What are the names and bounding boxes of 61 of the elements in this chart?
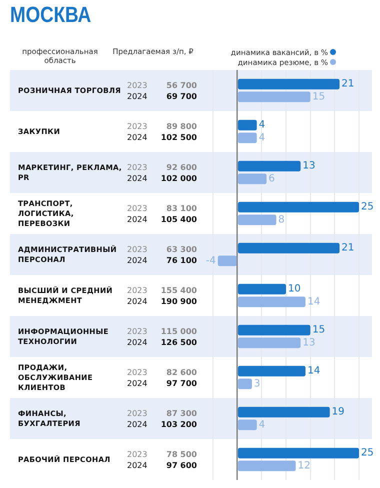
bar <box>238 284 286 294</box>
data-label: 14 <box>307 296 320 308</box>
data-label: 3 <box>254 378 260 390</box>
text: 2024 102 500 <box>127 132 197 142</box>
data-label: 4 <box>258 120 266 131</box>
data-label: 21 <box>342 242 354 254</box>
text: 2024 69 700 <box>127 92 197 100</box>
data-label: 19 <box>332 406 345 418</box>
bar <box>238 324 310 336</box>
bar <box>218 256 237 266</box>
bar <box>238 296 306 308</box>
bar <box>238 120 257 130</box>
data-label: 15 <box>312 324 326 336</box>
text: 2024 102 000 <box>127 174 197 182</box>
chart-title: МОСКВА <box>10 2 92 28</box>
data-label: 14 <box>307 366 320 377</box>
text: 2024 105 400 <box>127 214 197 224</box>
data-label: 8 <box>278 214 285 226</box>
text: 2024 97 600 <box>127 460 197 470</box>
data-label: 25 <box>361 448 374 459</box>
data-label: 13 <box>302 337 316 348</box>
bar <box>238 378 252 390</box>
text: 2023 155 400 <box>127 286 197 294</box>
data-label: 10 <box>288 284 301 295</box>
text: 2024 97 700 <box>127 378 197 388</box>
bar <box>238 214 276 226</box>
bar <box>238 242 340 254</box>
bar <box>238 132 257 144</box>
bar <box>238 366 306 376</box>
bar <box>238 92 310 102</box>
text: 2023 83 100 <box>127 204 197 212</box>
text: 2023 115 000 <box>127 326 197 336</box>
data-label: 15 <box>312 91 326 102</box>
data-label: 25 <box>361 202 374 213</box>
bar <box>238 160 301 172</box>
bar <box>238 448 359 458</box>
text: 2023 92 600 <box>127 162 197 172</box>
bar <box>238 338 301 348</box>
data-label: -4 <box>206 255 216 266</box>
text: 2023 82 600 <box>127 368 197 376</box>
data-label: 4 <box>258 132 266 144</box>
bar <box>238 174 267 184</box>
bar <box>238 406 330 418</box>
text: 2024 190 900 <box>127 296 197 306</box>
text: 2023 78 500 <box>127 450 197 458</box>
data-label: 21 <box>342 78 354 90</box>
text: 2024 103 200 <box>127 420 197 428</box>
data-label: 6 <box>268 173 275 184</box>
bar <box>238 78 340 90</box>
bar <box>238 420 257 430</box>
text: 2023 63 300 <box>127 244 197 254</box>
data-label: 13 <box>302 160 316 172</box>
text: 2023 89 800 <box>127 122 197 130</box>
text: 2024 76 100 <box>127 256 197 264</box>
bar <box>238 460 296 472</box>
text: 2023 87 300 <box>127 408 197 418</box>
data-label: 4 <box>258 419 266 430</box>
text: 2024 126 500 <box>127 338 197 346</box>
text: 2023 56 700 <box>127 80 197 90</box>
data-label: 12 <box>298 460 310 472</box>
bar <box>238 202 359 212</box>
